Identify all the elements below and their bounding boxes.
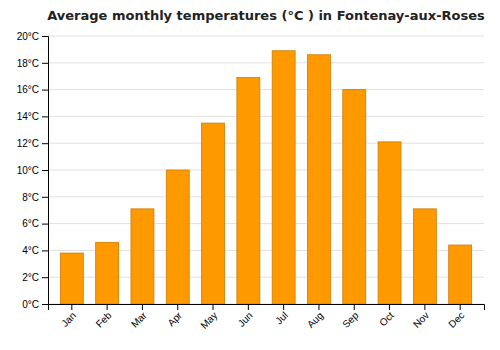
bars — [60, 51, 471, 304]
bar — [449, 245, 472, 304]
y-tick-label: 18°C — [17, 58, 39, 69]
x-tick-label: May — [198, 310, 219, 331]
bar — [237, 78, 260, 304]
y-tick: 14°C — [17, 111, 48, 122]
bar — [96, 242, 119, 304]
y-tick: 8°C — [22, 192, 48, 203]
x-tick: Sep — [340, 304, 361, 330]
y-tick: 2°C — [22, 272, 48, 283]
y-tick: 0°C — [22, 299, 48, 310]
x-tick-mark — [354, 304, 355, 310]
y-tick-mark — [42, 197, 48, 198]
x-tick: Apr — [165, 304, 184, 328]
grid — [48, 36, 484, 304]
x-tick-label: Jun — [236, 310, 255, 329]
y-tick: 20°C — [17, 31, 48, 42]
x-tick-mark — [142, 304, 143, 310]
y-tick-mark — [42, 250, 48, 251]
x-tick-mark — [71, 304, 72, 310]
grid-line — [48, 89, 484, 90]
y-tick: 10°C — [17, 165, 48, 176]
x-tick: Feb — [94, 304, 114, 330]
x-tick-mark — [177, 304, 178, 310]
x-tick: Oct — [377, 304, 396, 328]
y-tick-label: 12°C — [17, 138, 39, 149]
y-tick: 16°C — [17, 84, 48, 95]
x-tick-label: Aug — [305, 310, 325, 330]
y-tick-mark — [42, 277, 48, 278]
grid-line — [48, 196, 484, 197]
x-tick-mark — [424, 304, 425, 310]
y-tick: 4°C — [22, 245, 48, 256]
y-tick-label: 0°C — [22, 299, 39, 310]
y-tick: 18°C — [17, 58, 48, 69]
bar — [202, 123, 225, 304]
y-tick: 6°C — [22, 218, 48, 229]
chart-title: Average monthly temperatures (°C ) in Fo… — [47, 8, 485, 23]
x-tick: Jan — [59, 304, 78, 329]
grid-line — [48, 62, 484, 63]
bar — [272, 51, 295, 304]
grid-line — [48, 116, 484, 117]
x-tick: Aug — [305, 304, 325, 330]
x-tick-mark — [213, 304, 214, 310]
grid-line — [48, 170, 484, 171]
y-tick-label: 16°C — [17, 84, 39, 95]
y-tick: 12°C — [17, 138, 48, 149]
y-tick-mark — [42, 63, 48, 64]
chart-svg: 0°C 2°C 4°C 6°C 8°C 10°C 12°C 14°C 16°C 18°C 20°C J… — [0, 0, 500, 350]
x-tick-mark — [460, 304, 461, 310]
x-tick: Jun — [236, 304, 255, 329]
x-tick-label: Feb — [94, 309, 114, 329]
y-axis-line — [42, 37, 49, 305]
x-tick-label: Dec — [446, 310, 466, 330]
x-tick: Jul — [273, 304, 290, 326]
bar — [131, 209, 154, 304]
x-tick-label: Sep — [340, 309, 361, 330]
y-tick-label: 2°C — [22, 272, 39, 283]
y-tick-label: 6°C — [22, 218, 39, 229]
x-tick-label: Mar — [129, 309, 149, 329]
x-tick-label: Apr — [165, 309, 184, 328]
x-tick-mark — [318, 304, 319, 310]
bar — [166, 170, 189, 304]
y-tick-mark — [42, 224, 48, 225]
x-axis: Jan Feb Mar Apr May Jun Jul Aug Sep Oct Nov Dec — [49, 304, 485, 331]
y-tick-mark — [42, 90, 48, 91]
plot-area: 0°C 2°C 4°C 6°C 8°C 10°C 12°C 14°C 16°C 18°C 20°C J… — [17, 31, 485, 331]
y-tick-mark — [42, 143, 48, 144]
y-tick-label: 10°C — [17, 165, 39, 176]
bar — [343, 90, 366, 304]
chart-container: 0°C 2°C 4°C 6°C 8°C 10°C 12°C 14°C 16°C 18°C 20°C J… — [0, 0, 500, 350]
bar — [307, 55, 330, 304]
x-axis-line — [49, 305, 485, 311]
y-tick-mark — [42, 304, 48, 305]
x-tick: Nov — [411, 304, 431, 330]
x-tick-label: Jan — [59, 310, 78, 329]
y-axis: 0°C 2°C 4°C 6°C 8°C 10°C 12°C 14°C 16°C 18°C 20°C — [17, 31, 49, 310]
y-tick-mark — [42, 170, 48, 171]
x-tick: May — [198, 304, 219, 331]
bar — [378, 142, 401, 304]
bar — [60, 253, 83, 304]
x-tick-label: Nov — [411, 310, 431, 330]
x-tick-label: Jul — [273, 310, 290, 327]
y-tick-label: 8°C — [22, 192, 39, 203]
y-tick-label: 4°C — [22, 245, 39, 256]
x-tick-mark — [283, 304, 284, 310]
y-tick-label: 14°C — [17, 111, 39, 122]
y-tick-mark — [42, 116, 48, 117]
x-tick-mark — [248, 304, 249, 310]
x-tick: Dec — [446, 304, 466, 330]
y-tick-label: 20°C — [17, 31, 39, 42]
y-tick-mark — [42, 36, 48, 37]
x-tick: Mar — [129, 304, 149, 330]
x-tick-label: Oct — [377, 310, 396, 329]
bar — [413, 209, 436, 304]
x-tick-mark — [107, 304, 108, 310]
grid-line — [48, 36, 484, 37]
grid-line — [48, 143, 484, 144]
x-tick-mark — [389, 304, 390, 310]
